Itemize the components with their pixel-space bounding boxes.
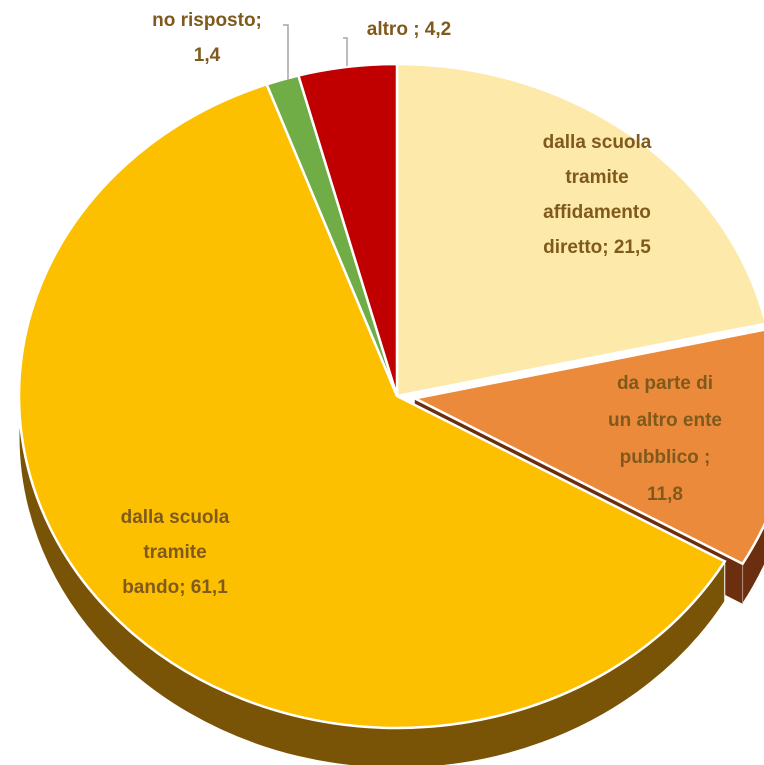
slice-label-4: altro ; 4,2 — [367, 19, 451, 40]
pie-slice-dalla-scuola-tramite-bando — [17, 82, 727, 730]
slice-label-line: affidamento — [543, 202, 651, 223]
pie-slice-da-parte-di-un-altro-ente-pubblico — [410, 328, 764, 566]
slice-label-line: dalla scuola — [121, 507, 230, 528]
slice-label-line: dalla scuola — [543, 132, 652, 153]
slice-label-line: 11,8 — [647, 484, 683, 505]
pie-slice-altro — [296, 62, 399, 397]
slice-label-line: tramite — [565, 167, 628, 188]
slice-labels: dalla scuola tramite affidamento diretto; 2… — [121, 10, 722, 598]
slice-label-0: dalla scuola tramite affidamento diretto; 2… — [543, 132, 652, 258]
slice-label-2: dalla scuola tramite bando; 61,1 — [121, 507, 230, 598]
leader-line-altro — [343, 37, 348, 66]
leader-lines — [283, 24, 348, 80]
leader-line-no-risposto — [283, 24, 289, 80]
slice-label-line: 1,4 — [194, 45, 221, 66]
slice-label-3: no risposto; 1,4 — [152, 10, 262, 66]
slice-label-1: da parte di un altro ente pubblico ; 11,8 — [608, 373, 722, 505]
slice-label-line: bando; 61,1 — [122, 577, 228, 598]
slice-label-line: diretto; 21,5 — [543, 237, 651, 258]
slice-label-line: pubblico ; — [620, 447, 711, 468]
slice-label-line: da parte di — [617, 373, 713, 394]
pie-top-layer — [17, 62, 764, 730]
pie-slice-dalla-scuola-tramite-affidamento-diretto — [395, 62, 764, 398]
slice-label-line: no risposto; — [152, 10, 262, 31]
slice-label-line: un altro ente — [608, 410, 722, 431]
slice-label-line: altro ; 4,2 — [367, 19, 451, 40]
slice-label-line: tramite — [143, 542, 206, 563]
